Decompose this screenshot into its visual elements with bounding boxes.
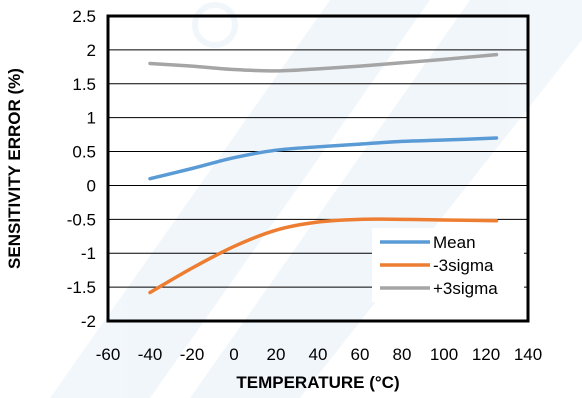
y-tick-labels: 2.5 2 1.5 1 0.5 0 -0.5 -1 -1.5 -2 xyxy=(67,7,96,331)
series-layer xyxy=(148,52,499,295)
x-tick-label: -40 xyxy=(138,345,163,364)
x-tick-label: 60 xyxy=(351,345,370,364)
legend-label: -3sigma xyxy=(433,256,494,275)
x-tick-label: 100 xyxy=(430,345,458,364)
series-line-mean xyxy=(148,136,499,181)
x-tick-label: -20 xyxy=(180,345,205,364)
y-tick-label: 1.5 xyxy=(72,75,96,94)
plot-frame xyxy=(106,14,530,323)
y-tick-label: 1 xyxy=(87,109,96,128)
x-tick-label: 120 xyxy=(472,345,500,364)
series-line--3sigma xyxy=(148,52,499,73)
y-tick-label: 2 xyxy=(87,41,96,60)
y-tick-label: 2.5 xyxy=(72,7,96,26)
x-tick-label: 80 xyxy=(393,345,412,364)
y-tick-label: -2 xyxy=(81,312,96,331)
y-tick-label: 0 xyxy=(87,176,96,195)
y-tick-label: -1 xyxy=(81,244,96,263)
x-axis-title: TEMPERATURE (°C) xyxy=(236,373,399,392)
y-tick-label: 0.5 xyxy=(72,143,96,162)
series-line--3sigma xyxy=(148,217,499,295)
x-tick-label: 0 xyxy=(229,345,238,364)
y-tick-label: -1.5 xyxy=(67,278,96,297)
x-tick-label: 20 xyxy=(267,345,286,364)
y-tick-label: -0.5 xyxy=(67,210,96,229)
watermark xyxy=(50,0,582,398)
legend-label: Mean xyxy=(433,233,476,252)
x-tick-label: 140 xyxy=(514,345,542,364)
legend-label: +3sigma xyxy=(433,279,498,298)
legend: Mean -3sigma +3sigma xyxy=(372,228,524,302)
x-tick-label: 40 xyxy=(309,345,328,364)
y-axis-title: SENSITIVITY ERROR (%) xyxy=(5,68,24,269)
x-tick-labels: -60 -40 -20 0 20 40 60 80 100 120 140 xyxy=(96,345,542,364)
x-tick-label: -60 xyxy=(96,345,121,364)
